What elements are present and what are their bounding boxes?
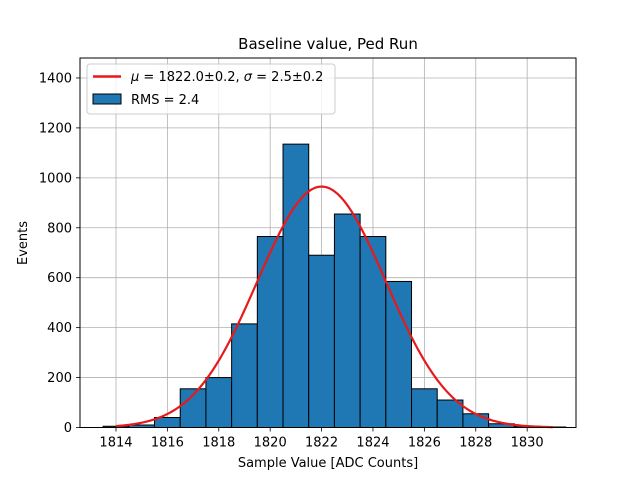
plot-frame xyxy=(79,57,577,428)
y-tick-label: 400 xyxy=(47,321,72,336)
histogram-bar xyxy=(333,213,361,428)
legend-sigma-symbol: σ xyxy=(244,70,253,85)
x-axis-label: Sample Value [ADC Counts] xyxy=(238,456,418,471)
legend-fit-label: μ = 1822.0±0.2, σ = 2.5±0.2 xyxy=(130,70,323,85)
histogram-bar xyxy=(359,236,387,428)
x-tick-label: 1828 xyxy=(459,436,492,451)
legend-mu-symbol: μ xyxy=(130,70,139,85)
legend-mu-value: = 1822.0±0.2, xyxy=(139,70,243,85)
x-tick-label: 1830 xyxy=(511,436,544,451)
histogram-bar xyxy=(231,323,258,428)
y-tick-label: 200 xyxy=(47,371,72,386)
y-axis-ticks: 0 200 400 600 800 1000 1200 1400 xyxy=(39,71,80,436)
legend-histogram-label: RMS = 2.4 xyxy=(131,93,199,108)
x-tick-label: 1818 xyxy=(202,436,235,451)
histogram-bar xyxy=(282,143,310,428)
y-tick-label: 1000 xyxy=(39,171,72,186)
histogram-bar xyxy=(256,236,284,428)
y-tick-label: 1400 xyxy=(39,71,72,86)
x-tick-label: 1824 xyxy=(356,436,389,451)
y-axis-label: Events xyxy=(16,221,31,265)
x-tick-label: 1820 xyxy=(254,436,287,451)
chart-title: Baseline value, Ped Run xyxy=(238,35,418,53)
x-tick-label: 1826 xyxy=(408,436,441,451)
legend-histogram-swatch xyxy=(92,93,122,105)
histogram-bar xyxy=(411,388,438,429)
fit-curve-layer xyxy=(115,185,553,429)
x-axis-ticks: 1814 1816 1818 1820 1822 1824 1826 1828 1830 xyxy=(99,427,544,451)
legend: μ = 1822.0±0.2, σ = 2.5±0.2 RMS = 2.4 xyxy=(86,63,336,115)
x-tick-label: 1814 xyxy=(99,436,132,451)
y-tick-label: 800 xyxy=(47,221,72,236)
histogram-bar xyxy=(462,413,490,429)
x-tick-label: 1822 xyxy=(305,436,338,451)
histogram-bar xyxy=(205,377,233,428)
histogram-bars xyxy=(102,143,567,429)
y-tick-label: 1200 xyxy=(39,121,72,136)
histogram-bar xyxy=(385,280,413,428)
y-tick-label: 600 xyxy=(47,271,72,286)
fit-curve xyxy=(115,185,553,429)
y-tick-label: 0 xyxy=(64,421,72,436)
x-tick-label: 1816 xyxy=(151,436,184,451)
histogram-bar xyxy=(308,254,335,428)
legend-box xyxy=(86,63,336,115)
legend-sigma-value: = 2.5±0.2 xyxy=(252,70,323,85)
